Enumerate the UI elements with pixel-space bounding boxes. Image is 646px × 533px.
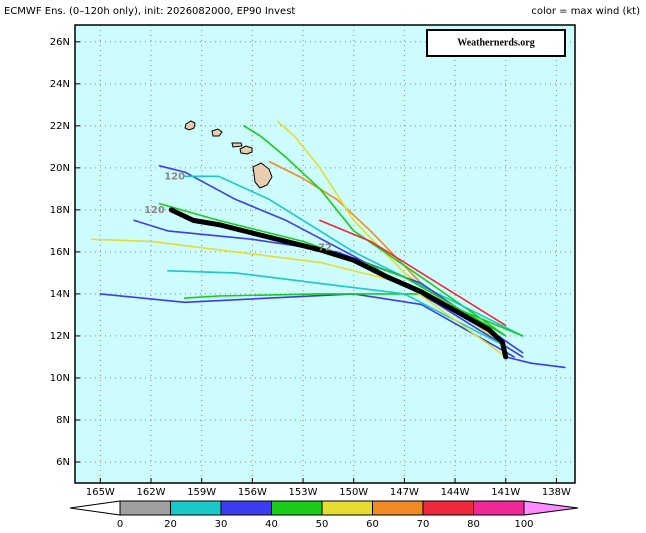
colorbar-over — [523, 500, 579, 516]
y-tick-label: 16N — [50, 247, 70, 258]
x-tick-label: 150W — [339, 487, 368, 498]
ensemble-track — [158, 165, 524, 358]
y-tick-label: 14N — [50, 289, 70, 300]
x-tick-label: 156W — [238, 487, 267, 498]
y-tick-label: 18N — [50, 205, 70, 216]
watermark-box — [426, 29, 566, 57]
track-label: 72 — [318, 243, 332, 254]
y-tick-label: 22N — [50, 121, 70, 132]
tracks — [91, 120, 566, 369]
y-tick-label: 24N — [50, 79, 70, 90]
y-tick-label: 12N — [50, 331, 70, 342]
maui — [239, 145, 253, 155]
ensemble-track — [184, 175, 524, 337]
kauai — [184, 120, 196, 131]
colorbar-segment — [473, 500, 525, 516]
molokai — [231, 142, 243, 148]
colorbar-label: 0 — [117, 519, 123, 530]
ensemble-track — [99, 293, 515, 358]
colorbar-label: 20 — [164, 519, 177, 530]
subtitle: color = max wind (kt) — [531, 6, 640, 17]
big-island — [252, 162, 273, 189]
colorbar-label: 50 — [316, 519, 329, 530]
x-tick-label: 165W — [86, 487, 115, 498]
colorbar-segment — [372, 500, 424, 516]
colorbar-segment — [170, 500, 222, 516]
ensemble-track — [504, 356, 566, 369]
ensemble-track — [158, 202, 507, 337]
colorbar-label: 30 — [215, 519, 228, 530]
x-tick-label: 159W — [187, 487, 216, 498]
x-tick-label: 162W — [137, 487, 166, 498]
colorbar-segment — [422, 500, 474, 516]
colorbar-segment — [271, 500, 323, 516]
x-tick-label: 138W — [542, 487, 571, 498]
title: ECMWF Ens. (0–120h only), init: 20260820… — [4, 6, 295, 17]
colorbar: 0 20 30 40 50 60 70 80 100 — [69, 500, 579, 530]
mean-track — [168, 207, 509, 360]
ensemble-track — [319, 219, 507, 327]
colorbar-segment — [119, 500, 171, 516]
track-label: 120 — [164, 171, 185, 182]
colorbar-segment — [220, 500, 272, 516]
frame — [74, 24, 576, 484]
y-tick-label: 8N — [56, 415, 70, 426]
colorbar-segment — [321, 500, 373, 516]
ensemble-track — [167, 270, 507, 348]
x-tick-label: 141W — [491, 487, 520, 498]
colorbar-label: 60 — [366, 519, 379, 530]
ensemble-track — [91, 238, 507, 358]
colorbar-label: 80 — [467, 519, 480, 530]
islands — [184, 120, 273, 189]
y-tick-label: 20N — [50, 163, 70, 174]
colorbar-label: 40 — [265, 519, 278, 530]
y-tick-label: 6N — [56, 457, 70, 468]
watermark: Weathernerds.org — [457, 37, 535, 48]
track-label: 120 — [144, 205, 165, 216]
colorbar-label: 100 — [514, 519, 533, 530]
ensemble-track — [243, 125, 507, 337]
x-tick-label: 153W — [289, 487, 318, 498]
y-tick-label: 26N — [50, 37, 70, 48]
colorbar-label: 70 — [417, 519, 430, 530]
x-tick-label: 147W — [390, 487, 419, 498]
x-tick-label: 144W — [441, 487, 470, 498]
y-tick-label: 10N — [50, 373, 70, 384]
colorbar-under — [69, 500, 121, 516]
oahu — [211, 128, 223, 137]
